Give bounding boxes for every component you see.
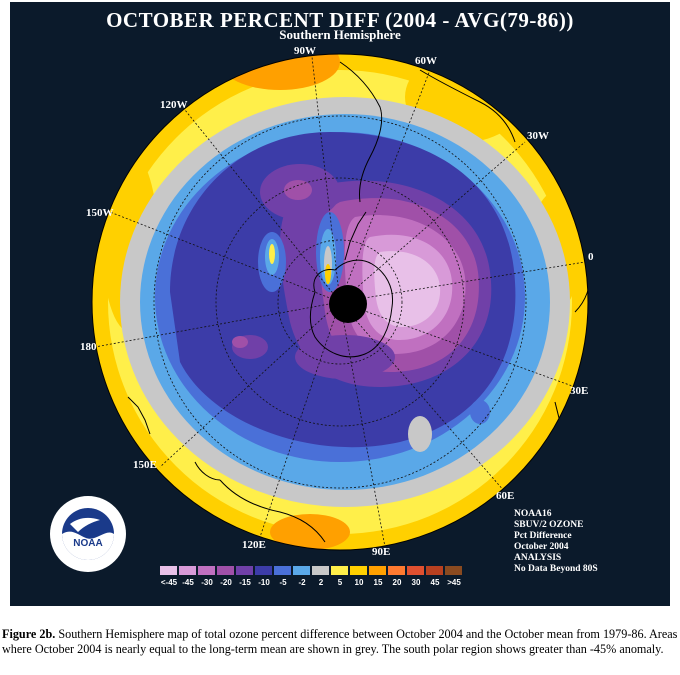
legend-tick-label: -2 [298, 578, 306, 587]
info-line: Pct Difference [514, 531, 572, 541]
legend-swatch [274, 566, 291, 575]
legend-swatch [293, 566, 310, 575]
lon-label-0: 0 [588, 251, 594, 263]
legend-swatch [255, 566, 272, 575]
noaa-logo: NOAA [48, 494, 128, 579]
legend-swatch [369, 566, 386, 575]
graticule [94, 56, 586, 548]
legend-swatch [331, 566, 348, 575]
legend-tick-label: 2 [318, 578, 324, 587]
info-line: ANALYSIS [514, 553, 562, 563]
ozone-polar-map: 90W 60W 30W 0 30E 60E 90E 120E 150E 180 … [80, 45, 594, 558]
legend-swatch [217, 566, 234, 575]
legend-swatch [426, 566, 443, 575]
product-info: NOAA16 SBUV/2 OZONE Pct Difference Octob… [514, 509, 598, 575]
figure-caption: Figure 2b. Southern Hemisphere map of to… [2, 627, 678, 656]
map-subtitle: Southern Hemisphere [279, 27, 401, 42]
lon-label-90e: 90E [372, 546, 390, 558]
caption-label: Figure 2b. [2, 627, 56, 641]
legend-tick-label: -20 [220, 578, 232, 587]
lon-label-60e: 60E [496, 490, 514, 502]
legend-tick-label: 15 [373, 578, 383, 587]
legend-tick-label: -5 [279, 578, 287, 587]
lon-label-180: 180 [80, 341, 97, 353]
polar-no-data [329, 285, 367, 323]
anomaly-field [92, 54, 588, 550]
legend-swatch [350, 566, 367, 575]
legend-swatch [198, 566, 215, 575]
legend-swatch [388, 566, 405, 575]
legend-swatch [445, 566, 462, 575]
legend-tick-label: -10 [258, 578, 270, 587]
noaa-logo-text: NOAA [73, 538, 102, 549]
info-line: NOAA16 [514, 509, 552, 519]
noaa-emblem-icon: NOAA [50, 496, 126, 572]
legend-tick-label: 30 [411, 578, 421, 587]
lon-label-120w: 120W [160, 99, 188, 111]
info-line: No Data Beyond 80S [514, 564, 598, 574]
map-title: OCTOBER PERCENT DIFF (2004 - AVG(79-86)) [106, 8, 574, 32]
legend-tick-label: 45 [430, 578, 440, 587]
map-panel: OCTOBER PERCENT DIFF (2004 - AVG(79-86))… [10, 2, 670, 606]
legend-tick-label: 10 [354, 578, 364, 587]
legend-tick-label: 20 [392, 578, 402, 587]
caption-text: Southern Hemisphere map of total ozone p… [2, 627, 678, 656]
legend-tick-label: >45 [447, 578, 461, 587]
lon-label-90w: 90W [294, 45, 316, 57]
legend-tick-label: <-45 [160, 578, 178, 587]
lon-label-150w: 150W [86, 207, 114, 219]
legend-tick-label: -15 [239, 578, 251, 587]
info-line: SBUV/2 OZONE [514, 520, 584, 530]
legend-tick-label: -30 [201, 578, 213, 587]
legend-swatch [407, 566, 424, 575]
lon-label-120e: 120E [242, 539, 266, 551]
legend-swatch [179, 566, 196, 575]
lon-label-60w: 60W [415, 55, 437, 67]
legend-tick-label: -45 [182, 578, 194, 587]
legend-tick-label: 5 [337, 578, 343, 587]
legend-swatch [236, 566, 253, 575]
legend-swatch [312, 566, 329, 575]
legend-swatch [160, 566, 177, 575]
info-line: October 2004 [514, 542, 569, 552]
lon-label-150e: 150E [133, 459, 157, 471]
lon-label-30e: 30E [570, 385, 588, 397]
lon-label-30w: 30W [527, 130, 549, 142]
